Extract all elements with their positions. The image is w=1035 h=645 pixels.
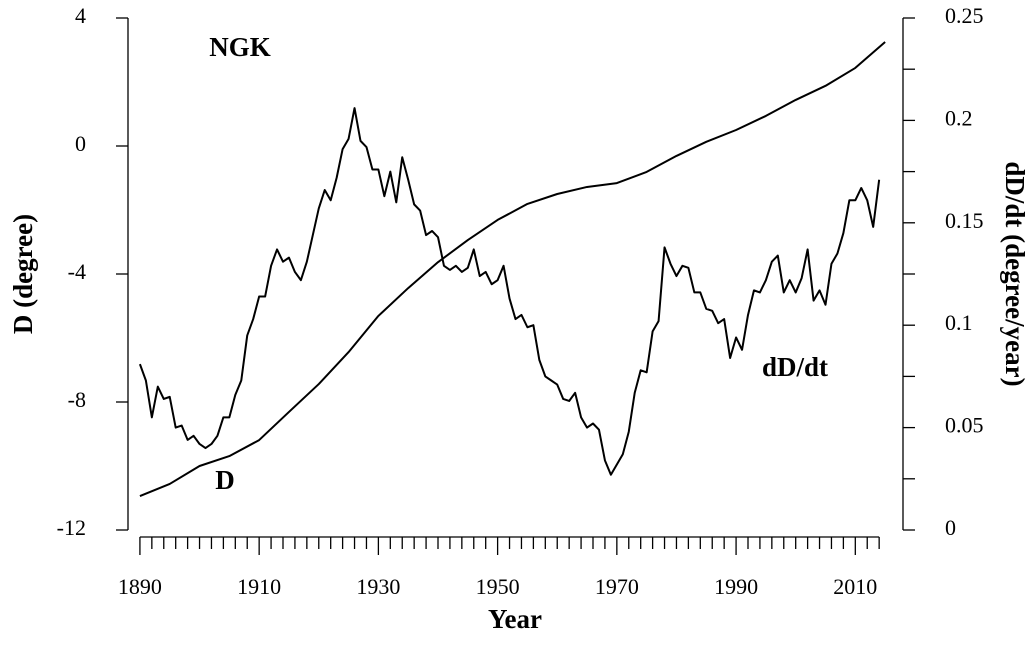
x-tick-label: 2010 bbox=[833, 574, 877, 599]
y-tick-label: -4 bbox=[68, 259, 86, 284]
x-tick-label: 1930 bbox=[356, 574, 400, 599]
y-tick-label: -8 bbox=[68, 387, 86, 412]
y2-tick-label: 0 bbox=[945, 515, 956, 540]
y-axis-label: D (degree) bbox=[8, 214, 38, 334]
y2-tick-label: 0.1 bbox=[945, 310, 973, 335]
y2-tick-label: 0.15 bbox=[945, 208, 984, 233]
x-tick-label: 1970 bbox=[595, 574, 639, 599]
series-line bbox=[138, 107, 881, 476]
x-tick-label: 1890 bbox=[118, 574, 162, 599]
series-line bbox=[139, 41, 886, 498]
annotation: dD/dt bbox=[762, 352, 828, 382]
annotation: D bbox=[215, 465, 235, 495]
x-tick-label: 1910 bbox=[237, 574, 281, 599]
y-tick-label: -12 bbox=[57, 515, 86, 540]
y2-tick-label: 0.05 bbox=[945, 413, 984, 438]
x-tick-label: 1950 bbox=[476, 574, 520, 599]
chart-title: NGK bbox=[209, 32, 271, 62]
y2-tick-label: 0.25 bbox=[945, 3, 984, 28]
y2-tick-label: 0.2 bbox=[945, 105, 973, 130]
y2-axis-label: dD/dt (degree/year) bbox=[1000, 161, 1030, 386]
y-tick-label: 4 bbox=[75, 3, 86, 28]
x-axis-label: Year bbox=[488, 604, 542, 634]
y-tick-label: 0 bbox=[75, 131, 86, 156]
x-tick-label: 1990 bbox=[714, 574, 758, 599]
